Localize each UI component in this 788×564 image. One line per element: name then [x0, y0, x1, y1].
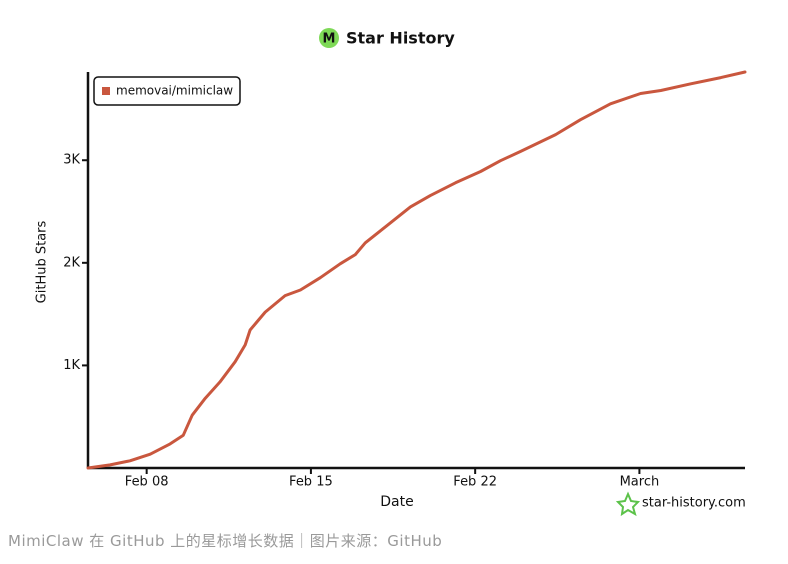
legend-box: [93, 76, 241, 106]
watermark-icon: [615, 491, 641, 517]
chart-title: Star History: [346, 29, 455, 48]
x-tick-label: March: [620, 475, 660, 490]
x-tick-label: Feb 22: [453, 475, 497, 490]
y-tick-label: 2K: [63, 255, 80, 270]
y-tick-label: 3K: [63, 153, 80, 168]
chart: M Star History Date GitHub Stars star-hi…: [35, 28, 747, 517]
logo-circle: [319, 28, 339, 48]
caption: MimiClaw 在 GitHub 上的星标增长数据｜图片来源：GitHub: [8, 532, 443, 550]
x-axis-label: Date: [380, 494, 413, 510]
x-tick-label: Feb 15: [289, 475, 333, 490]
watermark-text: star-history.com: [642, 496, 746, 511]
line: [86, 70, 747, 470]
y-axis-label: GitHub Stars: [35, 220, 50, 303]
logo-text: M: [323, 32, 336, 47]
watermark: star-history.com: [615, 491, 746, 517]
x-tick-label: Feb 08: [125, 475, 169, 490]
legend-label: memovai/mimiclaw: [116, 84, 233, 98]
y-tick-label: 1K: [63, 358, 80, 373]
legend-swatch: [102, 87, 110, 95]
